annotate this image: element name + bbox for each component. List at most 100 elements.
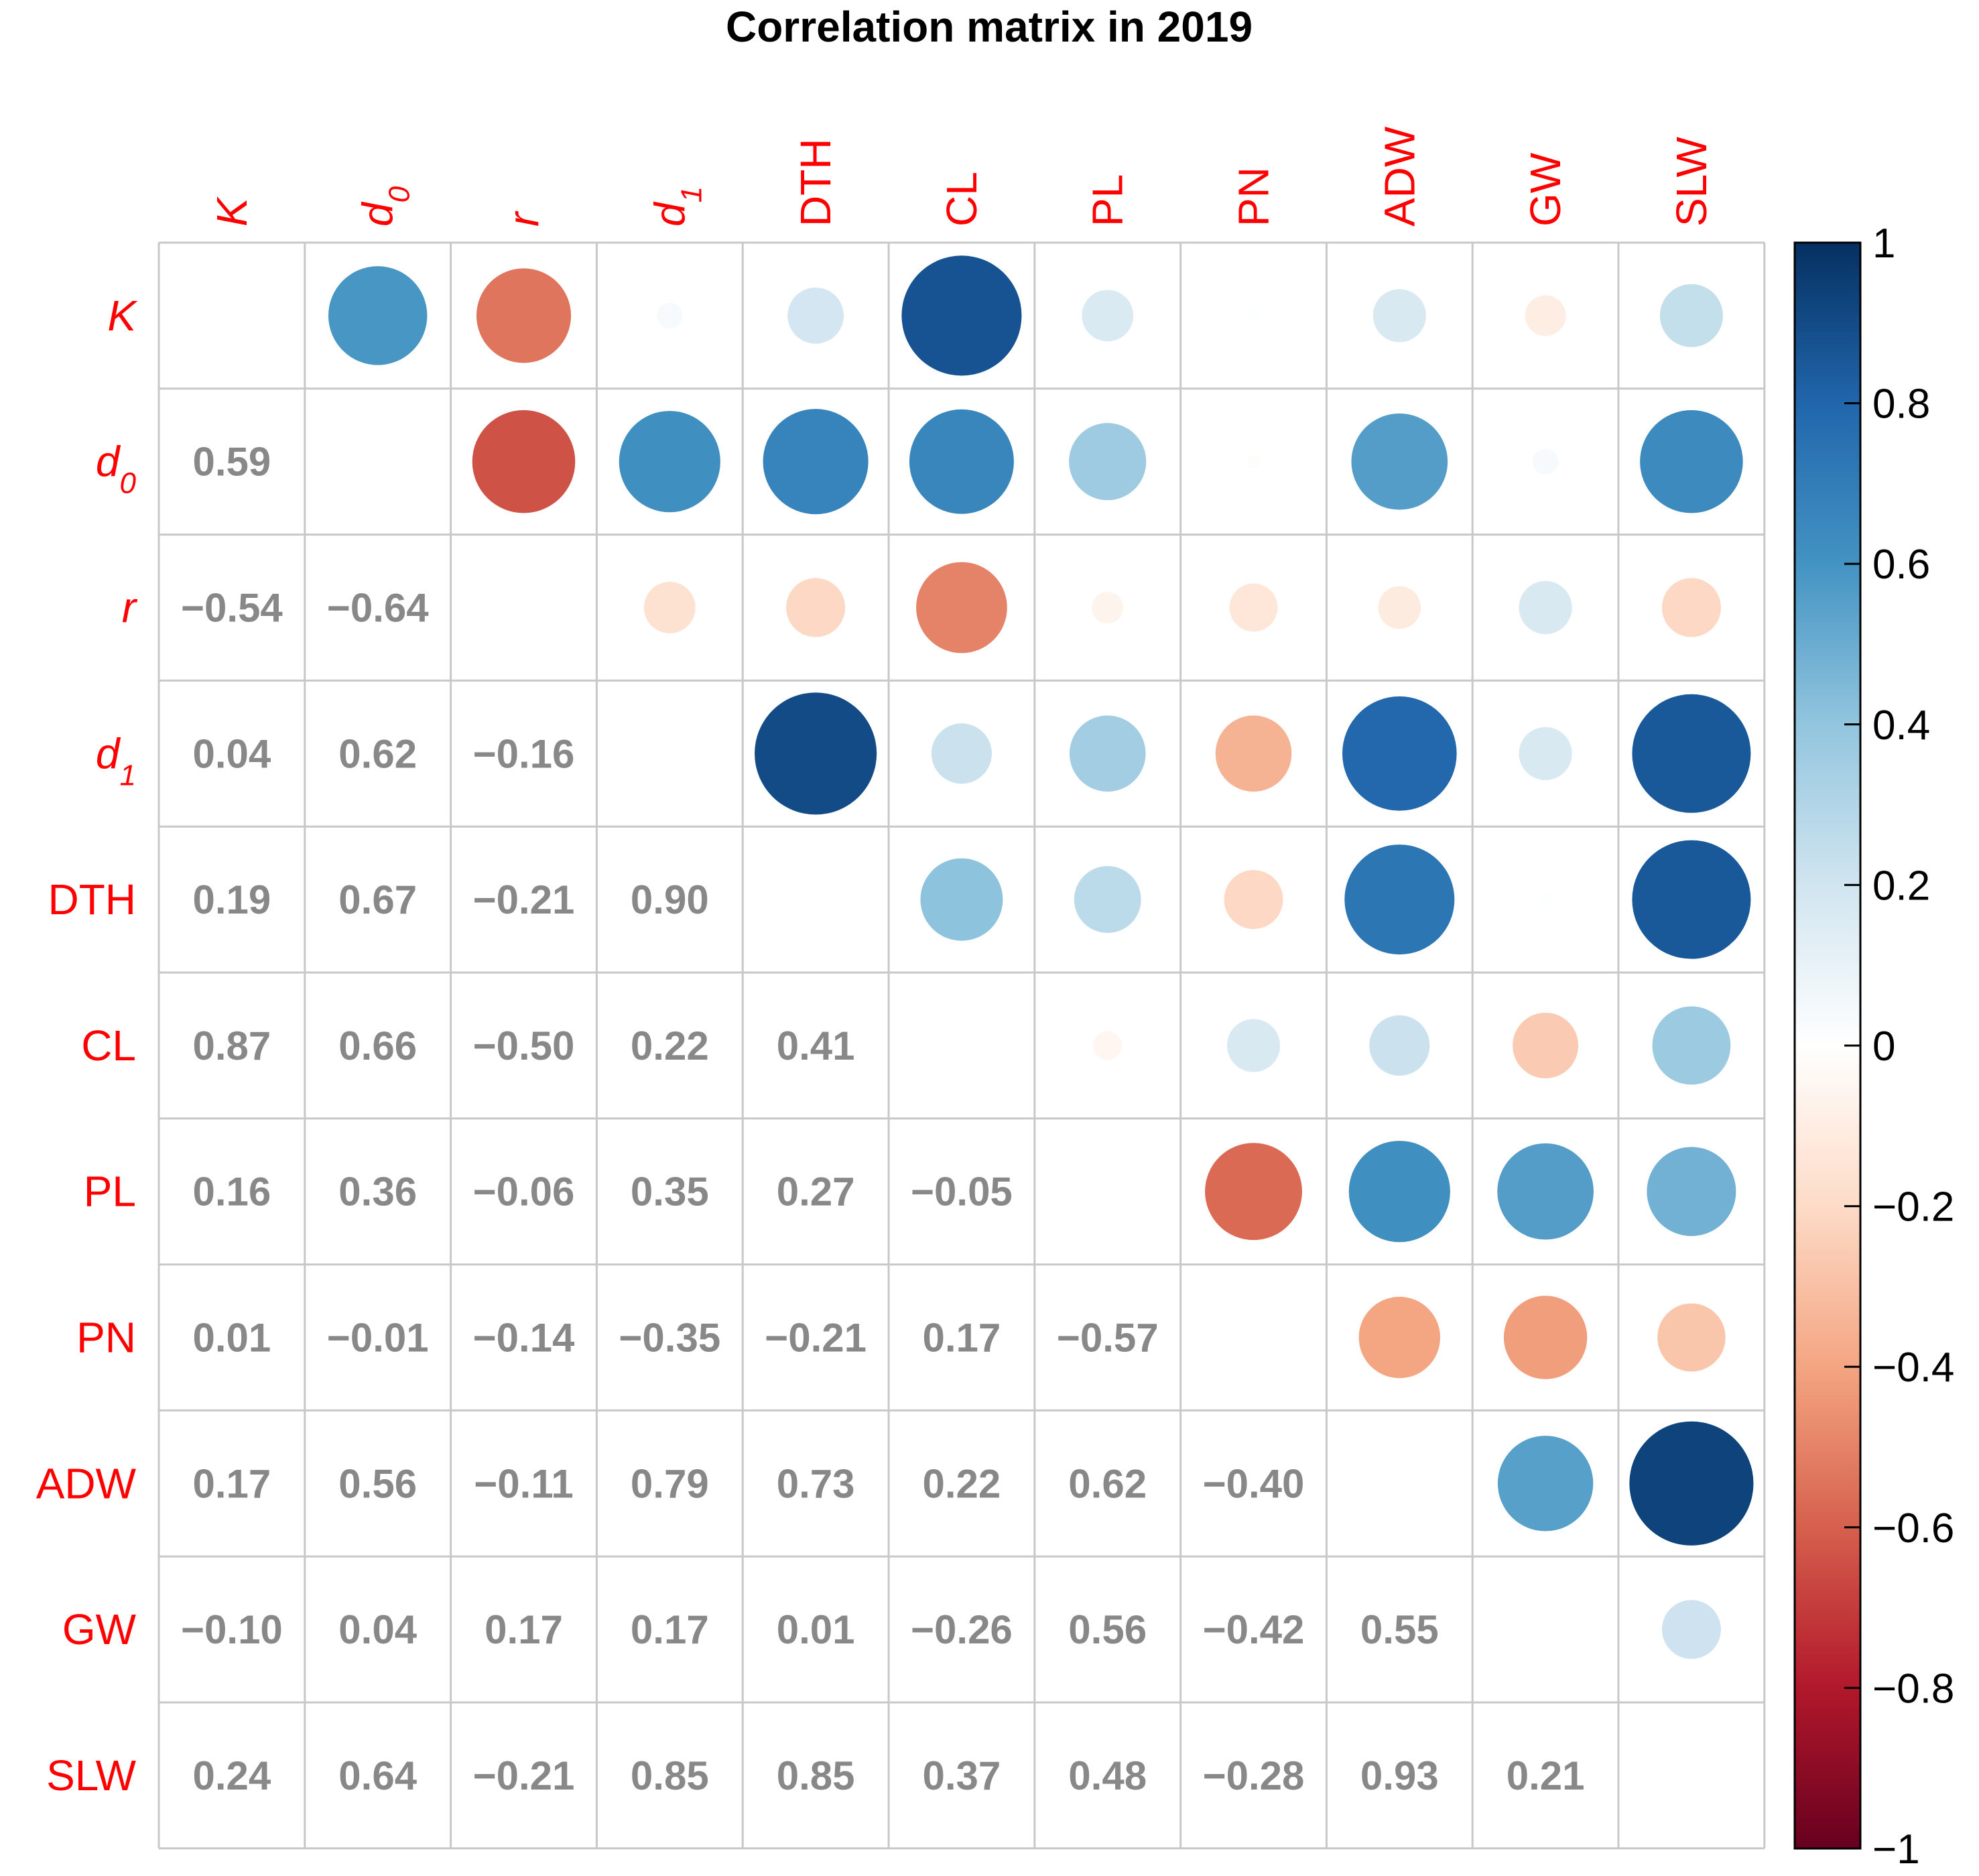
circle-r6-c9 xyxy=(1497,1143,1594,1240)
colorbar-tick-label-2: 0.6 xyxy=(1872,542,1930,588)
circle-r8-c10 xyxy=(1629,1421,1754,1546)
value-r7-c4: −0.21 xyxy=(765,1316,867,1361)
circle-r7-c8 xyxy=(1358,1296,1441,1379)
circle-r7-c10 xyxy=(1657,1303,1726,1372)
circle-r0-c9 xyxy=(1525,295,1566,336)
value-r10-c8: 0.93 xyxy=(1360,1753,1439,1798)
chart-title: Correlation matrix in 2019 xyxy=(726,3,1253,51)
row-label-cl: CL xyxy=(81,1021,136,1070)
circle-r3-c5 xyxy=(931,723,992,784)
value-r10-c3: 0.85 xyxy=(631,1753,709,1798)
value-r3-c2: −0.16 xyxy=(473,731,575,776)
value-r8-c0: 0.17 xyxy=(193,1461,271,1506)
value-r5-c1: 0.66 xyxy=(338,1023,417,1068)
col-label-cl: CL xyxy=(938,172,986,227)
circle-r3-c9 xyxy=(1519,727,1572,780)
value-r10-c4: 0.85 xyxy=(777,1753,855,1798)
circle-r0-c3 xyxy=(657,302,683,329)
row-label-slw: SLW xyxy=(46,1751,137,1800)
row-label-pn: PN xyxy=(76,1314,136,1362)
value-r8-c7: −0.40 xyxy=(1203,1461,1305,1506)
circle-r5-c10 xyxy=(1652,1006,1731,1085)
value-r3-c0: 0.04 xyxy=(193,731,271,776)
row-label-gw: GW xyxy=(62,1605,137,1653)
circle-r8-c9 xyxy=(1497,1436,1594,1531)
circle-r3-c10 xyxy=(1632,694,1751,813)
circle-r2-c8 xyxy=(1378,586,1421,629)
circle-r5-c9 xyxy=(1513,1012,1579,1078)
value-r7-c0: 0.01 xyxy=(193,1316,271,1361)
circle-r1-c6 xyxy=(1069,423,1147,501)
col-label-adw: ADW xyxy=(1375,126,1423,227)
value-r8-c1: 0.56 xyxy=(338,1461,417,1506)
circle-r5-c6 xyxy=(1093,1031,1123,1060)
colorbar-tick-label-4: 0.2 xyxy=(1872,863,1930,909)
circle-r5-c8 xyxy=(1369,1015,1430,1076)
value-r5-c0: 0.87 xyxy=(193,1023,271,1068)
value-r6-c0: 0.16 xyxy=(193,1170,271,1214)
row-label-r: r xyxy=(122,584,138,632)
col-label-r: r xyxy=(500,210,548,227)
value-r5-c2: −0.50 xyxy=(473,1023,575,1068)
circle-r2-c5 xyxy=(916,562,1007,653)
value-r9-c0: −0.10 xyxy=(181,1607,283,1652)
col-label-d0: d0 xyxy=(354,186,416,227)
value-r9-c7: −0.42 xyxy=(1203,1607,1305,1652)
row-label-d1: d1 xyxy=(96,729,136,792)
value-r2-c0: −0.54 xyxy=(181,586,283,631)
col-label-gw: GW xyxy=(1521,152,1570,227)
colorbar-tick-label-3: 0.4 xyxy=(1872,702,1930,749)
value-r1-c0: 0.59 xyxy=(193,440,271,485)
colorbar-tick-label-5: 0 xyxy=(1872,1023,1895,1070)
circle-r0-c5 xyxy=(901,255,1022,376)
value-r9-c4: 0.01 xyxy=(777,1607,855,1652)
colorbar-tick-label-9: −0.8 xyxy=(1872,1666,1954,1712)
circle-r2-c6 xyxy=(1092,591,1124,624)
circle-r1-c9 xyxy=(1532,448,1559,475)
circle-r4-c6 xyxy=(1074,866,1141,933)
row-label-pl: PL xyxy=(84,1168,136,1216)
value-r9-c1: 0.04 xyxy=(338,1607,417,1652)
row-label-d0: d0 xyxy=(96,438,137,500)
circle-r0-c6 xyxy=(1082,290,1134,342)
col-label-d1: d1 xyxy=(645,186,708,227)
circle-r2-c4 xyxy=(786,578,846,637)
value-r10-c6: 0.48 xyxy=(1068,1753,1147,1798)
circle-r2-c3 xyxy=(643,582,696,633)
circle-r9-c10 xyxy=(1661,1600,1721,1660)
value-r8-c2: −0.11 xyxy=(474,1461,574,1506)
value-r6-c4: 0.27 xyxy=(777,1170,855,1214)
circle-r5-c7 xyxy=(1226,1019,1281,1072)
circle-r3-c8 xyxy=(1342,696,1457,811)
colorbar-tick-label-1: 0.8 xyxy=(1872,381,1930,428)
value-r4-c0: 0.19 xyxy=(193,877,271,922)
value-r10-c7: −0.28 xyxy=(1203,1753,1305,1798)
circle-r4-c5 xyxy=(920,858,1003,941)
value-r10-c1: 0.64 xyxy=(338,1753,417,1798)
circle-r0-c4 xyxy=(787,288,844,344)
circle-r1-c8 xyxy=(1351,413,1448,510)
row-label-dth: DTH xyxy=(48,875,136,924)
matrix-grid xyxy=(157,241,1766,1850)
value-r8-c3: 0.79 xyxy=(631,1461,709,1506)
circle-r4-c7 xyxy=(1224,870,1283,930)
value-r9-c3: 0.17 xyxy=(631,1607,709,1652)
row-label-adw: ADW xyxy=(36,1459,137,1507)
row-labels: Kd0 r d1 DTH CL PL PN ADW GW SLW xyxy=(36,292,139,1800)
circle-r0-c10 xyxy=(1659,284,1723,347)
value-r9-c8: 0.55 xyxy=(1360,1607,1439,1652)
circle-r0-c8 xyxy=(1372,289,1426,342)
col-label-pl: PL xyxy=(1084,174,1132,227)
circle-r2-c7 xyxy=(1229,583,1278,632)
value-r4-c1: 0.67 xyxy=(338,877,417,922)
circle-r6-c8 xyxy=(1348,1141,1450,1243)
value-r6-c1: 0.36 xyxy=(338,1170,417,1214)
circle-r6-c7 xyxy=(1205,1143,1302,1241)
circle-r2-c10 xyxy=(1661,578,1721,637)
circle-r0-c1 xyxy=(328,266,428,365)
value-r9-c6: 0.56 xyxy=(1068,1607,1147,1652)
value-r10-c2: −0.21 xyxy=(473,1753,575,1798)
value-r10-c9: 0.21 xyxy=(1507,1753,1585,1798)
circle-r1-c7 xyxy=(1247,455,1261,468)
